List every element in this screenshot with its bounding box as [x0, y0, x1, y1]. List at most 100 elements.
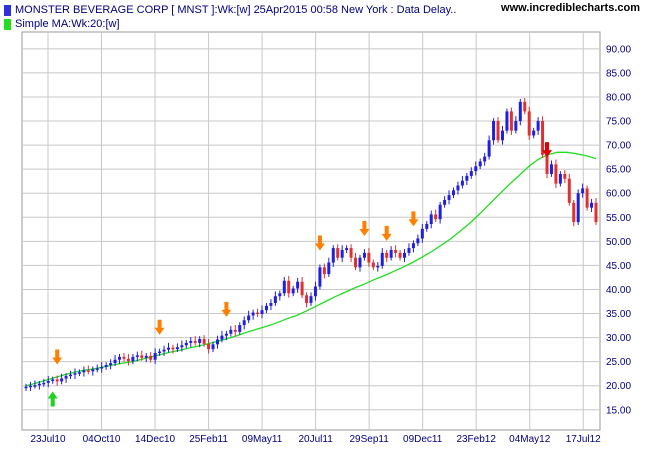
candle-body — [336, 248, 340, 258]
y-tick-label: 40.00 — [606, 285, 631, 296]
candle-body — [349, 248, 353, 258]
candle-body — [251, 312, 255, 316]
y-tick-label: 20.00 — [606, 381, 631, 392]
x-tick-label: 25Feb11 — [189, 434, 228, 445]
series-label: MONSTER BEVERAGE CORP [ MNST ]:Wk:[w] 25… — [15, 4, 457, 16]
candle-body — [77, 372, 81, 374]
candle-body — [536, 121, 540, 131]
series-swatch-icon — [4, 4, 11, 16]
x-tick-label: 14Dec10 — [135, 434, 175, 445]
candle-body — [60, 378, 64, 382]
candle-body — [33, 385, 37, 387]
candle-body — [37, 383, 41, 386]
x-tick-label: 09May11 — [242, 434, 283, 445]
candle-body — [474, 166, 478, 172]
candle-body — [184, 342, 188, 346]
candle-body — [358, 257, 362, 268]
candle-body — [193, 340, 197, 343]
candle-body — [46, 380, 50, 383]
candle-body — [167, 347, 170, 350]
candle-body — [416, 238, 420, 244]
candle-body — [162, 349, 166, 352]
candle-body — [229, 329, 233, 334]
candle-body — [545, 154, 549, 174]
y-tick-label: 70.00 — [606, 141, 631, 152]
x-tick-label: 23Jul10 — [30, 434, 65, 445]
candle-body — [211, 344, 215, 350]
y-tick-label: 60.00 — [606, 189, 631, 200]
plot-frame — [21, 31, 601, 431]
candle-body — [425, 224, 429, 229]
candle-body — [460, 180, 464, 186]
x-tick-label: 20Jul11 — [298, 434, 333, 445]
candle-body — [149, 355, 153, 360]
candle-body — [305, 295, 309, 303]
candle-body — [403, 252, 407, 258]
y-tick-label: 50.00 — [606, 237, 631, 248]
sell-arrow-icon — [221, 301, 232, 317]
candle-body — [118, 356, 122, 360]
candle-body — [113, 359, 117, 364]
candle-body — [278, 293, 282, 297]
candle-body — [264, 305, 268, 311]
candle-body — [64, 376, 68, 379]
candle-body — [144, 355, 148, 358]
signal-layer — [47, 142, 553, 407]
site-link[interactable]: www.incrediblecharts.com — [501, 2, 640, 14]
candle-body — [518, 101, 522, 122]
candle-body — [398, 252, 402, 258]
candle-body — [385, 252, 389, 258]
ma-swatch-icon — [4, 18, 11, 30]
candle-body — [260, 310, 264, 315]
candle-body — [594, 202, 598, 223]
candle-body — [247, 315, 251, 321]
candle-body — [273, 296, 277, 303]
candle-body — [541, 121, 545, 155]
y-axis-labels: 15.00 20.00 25.00 30.00 35.00 40.00 45.00 50.00… — [606, 44, 631, 416]
candle-body — [469, 171, 473, 176]
candle-body — [483, 156, 487, 162]
candle-body — [95, 368, 99, 370]
candle-body — [175, 347, 179, 350]
candle-body — [438, 204, 442, 220]
candle-body — [322, 267, 326, 275]
candle-body — [224, 333, 228, 336]
y-tick-label: 85.00 — [606, 68, 631, 79]
y-tick-label: 35.00 — [606, 309, 631, 320]
series-legend: MONSTER BEVERAGE CORP [ MNST ]:Wk:[w] 25… — [4, 3, 456, 17]
candle-body — [376, 265, 380, 268]
candle-body — [420, 228, 424, 239]
sell-arrow-icon — [408, 211, 419, 227]
candle-body — [567, 178, 571, 203]
candle-body — [296, 281, 300, 289]
candle-body — [514, 121, 518, 131]
ma-layer — [25, 151, 597, 387]
candle-body — [153, 352, 157, 360]
candle-body — [126, 358, 130, 362]
candle-body — [492, 121, 496, 141]
buy-arrow-icon — [47, 391, 58, 407]
x-axis-labels: 23Jul10 04Oct10 14Dec10 25Feb11 09May11 20Jul… — [30, 434, 601, 445]
candle-body — [576, 193, 580, 223]
x-tick-label: 17Jul12 — [566, 434, 601, 445]
candle-body — [100, 366, 104, 369]
candle-body — [590, 202, 594, 208]
candle-body — [220, 335, 224, 340]
y-tick-label: 90.00 — [606, 44, 631, 55]
candle-body — [171, 347, 175, 350]
candle-body — [434, 214, 438, 220]
candle-body — [202, 339, 206, 344]
candle-body — [109, 363, 113, 366]
y-tick-label: 80.00 — [606, 92, 631, 103]
candle-body — [572, 202, 576, 223]
y-tick-label: 45.00 — [606, 261, 631, 272]
candle-body — [331, 248, 335, 263]
candle-body — [207, 343, 211, 350]
y-tick-label: 55.00 — [606, 213, 631, 224]
candle-body — [69, 374, 73, 377]
x-tick-label: 29Sep11 — [349, 434, 389, 445]
candle-body — [478, 161, 482, 167]
candle-body — [215, 339, 219, 345]
candle-body — [91, 369, 95, 372]
candle-body — [256, 312, 260, 315]
